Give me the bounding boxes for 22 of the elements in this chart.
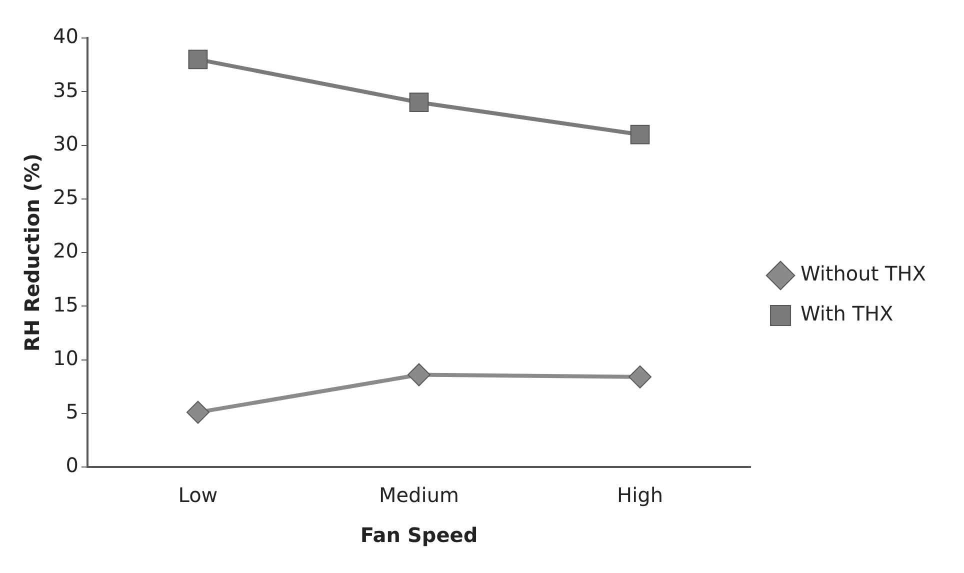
y-axis-title: RH Reduction (%): [20, 153, 44, 352]
y-tick-label: 30: [52, 131, 78, 156]
y-tick-label: 35: [52, 78, 78, 102]
y-tick-label: 10: [52, 346, 78, 370]
point: [409, 92, 429, 112]
y-tick-label: 20: [52, 238, 78, 263]
point: [188, 50, 208, 70]
point: [186, 400, 210, 424]
y-tick-label: 0: [66, 453, 78, 478]
x-tick-label: High: [617, 483, 663, 508]
x-axis-title: Fan Speed: [360, 523, 478, 548]
point: [630, 124, 650, 144]
point: [407, 363, 430, 386]
legend-label: Without THX: [800, 262, 926, 286]
y-tick-label: 15: [52, 292, 78, 316]
x-tick-label: Low: [178, 483, 218, 508]
y-tick-label: 25: [52, 185, 78, 210]
y-tick-label: 5: [66, 400, 78, 424]
x-tick-label: Medium: [378, 483, 459, 508]
point: [628, 365, 652, 388]
legend-label: With THX: [800, 302, 894, 326]
y-tick-label: 40: [52, 24, 78, 48]
